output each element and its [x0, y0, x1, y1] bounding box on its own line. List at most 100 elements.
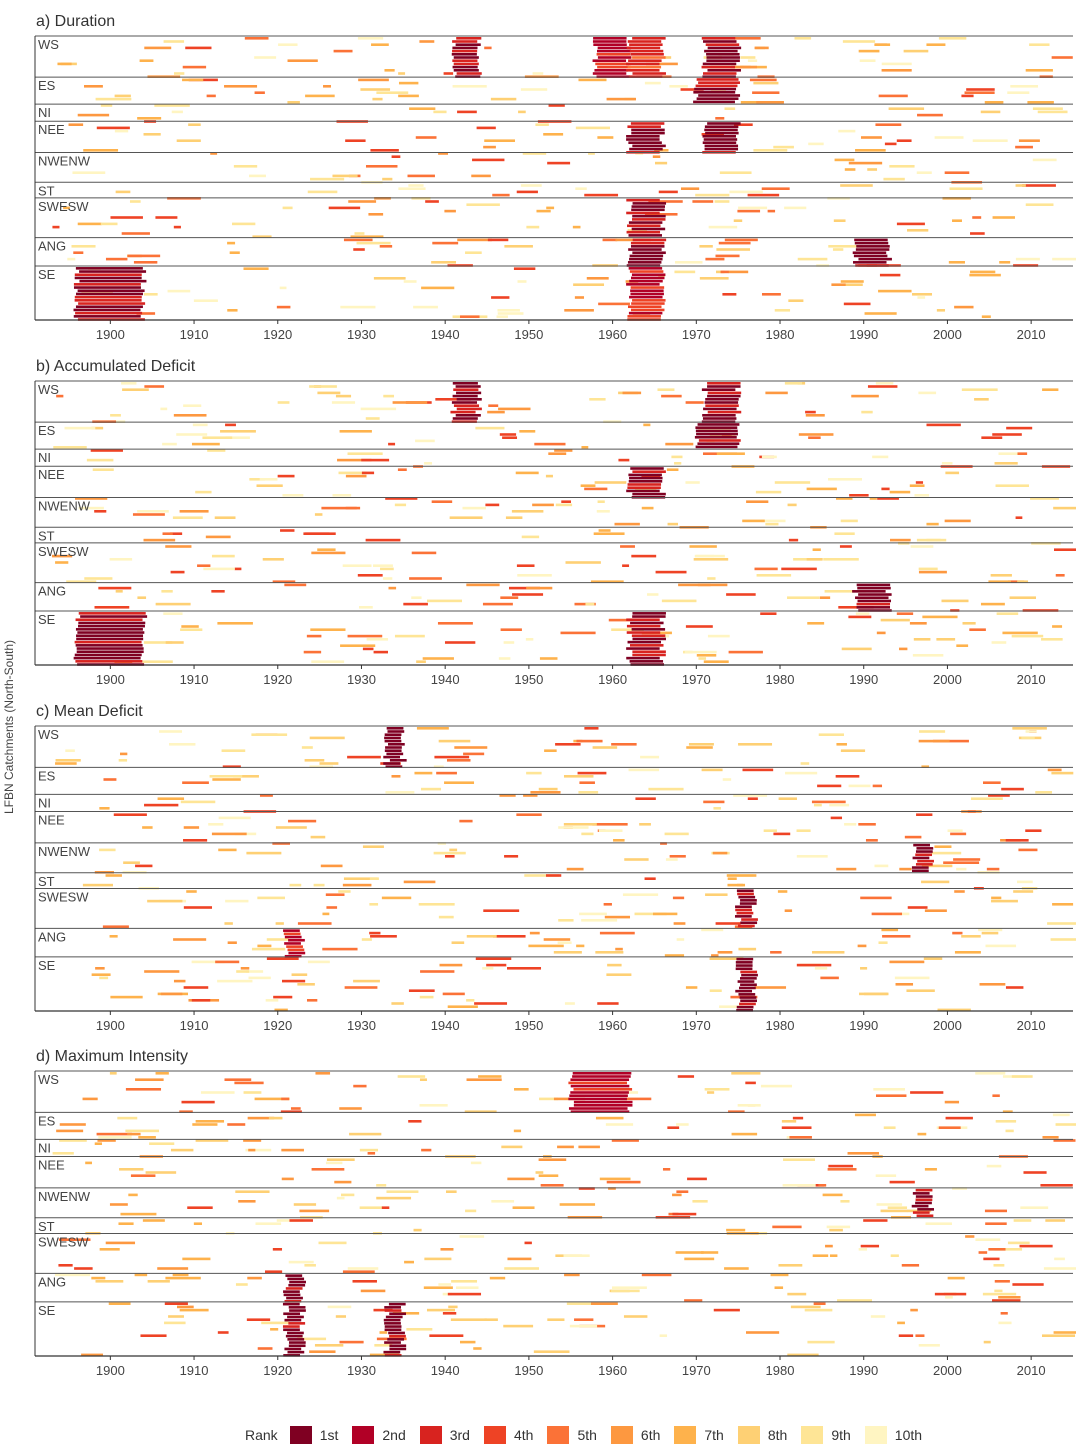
event-bar: [438, 152, 449, 155]
event-bar: [580, 484, 596, 487]
event-bar: [978, 928, 1003, 932]
event-bar: [592, 823, 628, 826]
event-bar: [117, 1116, 138, 1120]
event-bar: [127, 1132, 141, 1136]
x-tick-label: 1950: [514, 1363, 543, 1378]
event-bar: [110, 414, 121, 417]
event-bar: [715, 922, 741, 925]
event-bar: [630, 276, 665, 280]
event-bar: [704, 125, 739, 128]
region-label: SE: [38, 267, 56, 282]
event-bar: [224, 1078, 252, 1081]
event-bar: [191, 999, 211, 1002]
event-bar: [442, 992, 465, 996]
event-bar: [917, 1132, 927, 1136]
x-tick-label: 1900: [96, 327, 125, 342]
event-bar: [1001, 787, 1024, 791]
event-bar: [154, 104, 190, 107]
event-bar: [911, 1204, 929, 1208]
event-bar: [672, 896, 685, 900]
event-bar: [843, 302, 871, 306]
event-bar: [403, 280, 417, 283]
event-bar: [630, 621, 664, 625]
event-bar: [466, 1078, 502, 1081]
legend-item: 8th: [737, 1426, 787, 1444]
event-bar: [513, 1129, 522, 1133]
event-bar: [915, 1334, 925, 1337]
event-bar: [142, 1219, 165, 1222]
event-bar: [73, 286, 141, 289]
event-bar: [707, 382, 741, 385]
event-bar: [800, 762, 810, 765]
event-bar: [523, 794, 538, 797]
x-tick-label: 1920: [263, 672, 292, 687]
event-bar: [243, 1091, 262, 1094]
event-bar: [684, 1299, 703, 1302]
event-bar: [838, 129, 856, 133]
event-bar: [665, 858, 678, 861]
event-bar: [890, 538, 911, 542]
event-bar: [518, 110, 526, 114]
event-bar: [770, 1273, 789, 1277]
event-bar: [736, 1009, 753, 1012]
event-bar: [627, 486, 661, 489]
event-bar: [592, 59, 627, 62]
event-bar: [384, 1306, 402, 1309]
event-bar: [452, 40, 478, 43]
event-bar: [727, 877, 737, 880]
event-bar: [962, 622, 976, 625]
event-bar: [564, 1273, 580, 1277]
event-bar: [1051, 771, 1074, 775]
region-label: ANG: [38, 929, 66, 944]
event-bar: [693, 100, 735, 104]
event-bar: [283, 932, 301, 936]
event-bar: [384, 1322, 401, 1325]
event-bar: [812, 548, 821, 551]
event-bar: [522, 152, 547, 155]
event-bar: [1011, 634, 1044, 638]
event-bar: [200, 1091, 235, 1094]
event-bar: [54, 1273, 91, 1277]
event-bar: [92, 468, 114, 471]
event-bar: [593, 37, 627, 40]
event-bar: [465, 1209, 477, 1213]
event-bar: [658, 190, 678, 194]
event-bar: [630, 241, 665, 245]
event-bar: [990, 574, 1012, 577]
event-bar: [426, 1308, 456, 1312]
x-tick-label: 2000: [933, 327, 962, 342]
event-bar: [517, 574, 552, 577]
event-bar: [626, 624, 661, 628]
event-bar: [629, 254, 664, 258]
event-bar: [272, 580, 296, 583]
event-bar: [84, 577, 113, 580]
event-bar: [500, 628, 522, 631]
event-bar: [520, 88, 548, 91]
event-bar: [737, 1104, 761, 1107]
event-bar: [630, 292, 664, 296]
event-bar: [627, 261, 662, 264]
event-bar: [350, 235, 384, 238]
event-bar: [701, 928, 724, 932]
event-bar: [247, 1116, 275, 1120]
event-bar: [918, 570, 947, 574]
event-bar: [707, 69, 741, 72]
event-bar: [925, 1222, 952, 1225]
event-bar: [451, 941, 465, 944]
event-bar: [983, 781, 1001, 784]
x-tick-label: 1970: [682, 327, 711, 342]
event-bar: [82, 1097, 98, 1101]
x-tick-label: 1970: [682, 1018, 711, 1033]
event-bar: [515, 471, 539, 475]
event-bar: [860, 967, 868, 970]
event-bar: [1043, 1267, 1076, 1270]
event-bar: [147, 899, 183, 903]
event-bar: [735, 964, 753, 967]
event-bar: [305, 94, 335, 98]
x-tick-label: 1970: [682, 1363, 711, 1378]
event-bar: [320, 864, 343, 868]
event-bar: [236, 970, 250, 973]
event-bar: [558, 826, 589, 829]
event-bar: [356, 241, 391, 245]
event-bar: [632, 650, 666, 654]
